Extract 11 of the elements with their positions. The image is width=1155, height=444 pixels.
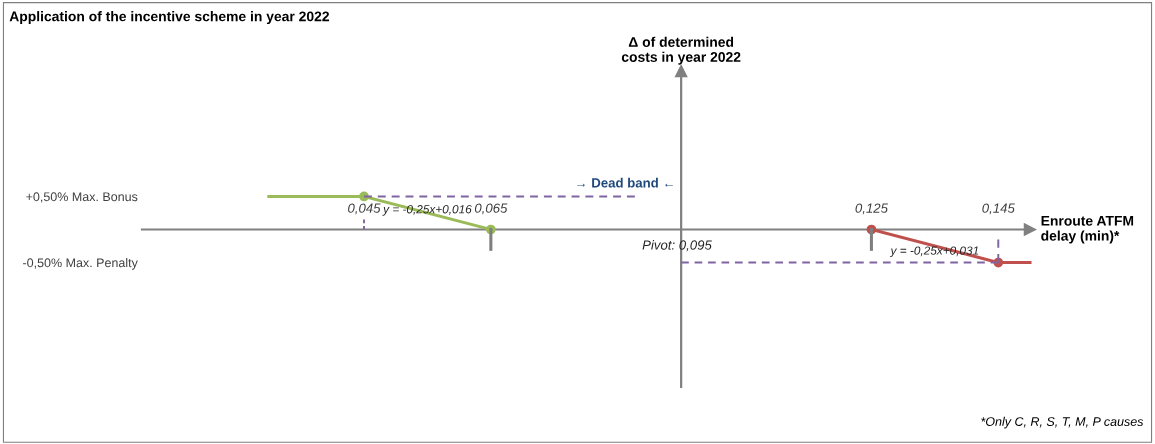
text: *Only C, R, S, T, M, P causes bbox=[981, 416, 1144, 429]
y-tick-label: +0,50% Max. Bonus bbox=[26, 192, 138, 203]
chart-title: Application of the incentive scheme in year 2022 bbox=[9, 11, 330, 25]
x-axis-title: Enroute ATFM delay (min)* bbox=[1041, 216, 1134, 244]
x-tick-label: 0,065 bbox=[474, 203, 508, 215]
x-tick-label: 0,045 bbox=[348, 203, 381, 215]
annotation: → Dead band ← bbox=[577, 177, 673, 188]
x-tick-label: 0,145 bbox=[982, 203, 1015, 215]
x-tick-label: 0,125 bbox=[855, 203, 888, 215]
y-axis-title: Δ of determined costs in year 2022 bbox=[621, 36, 741, 65]
y-tick-label: -0,50% Max. Penalty bbox=[23, 257, 138, 270]
